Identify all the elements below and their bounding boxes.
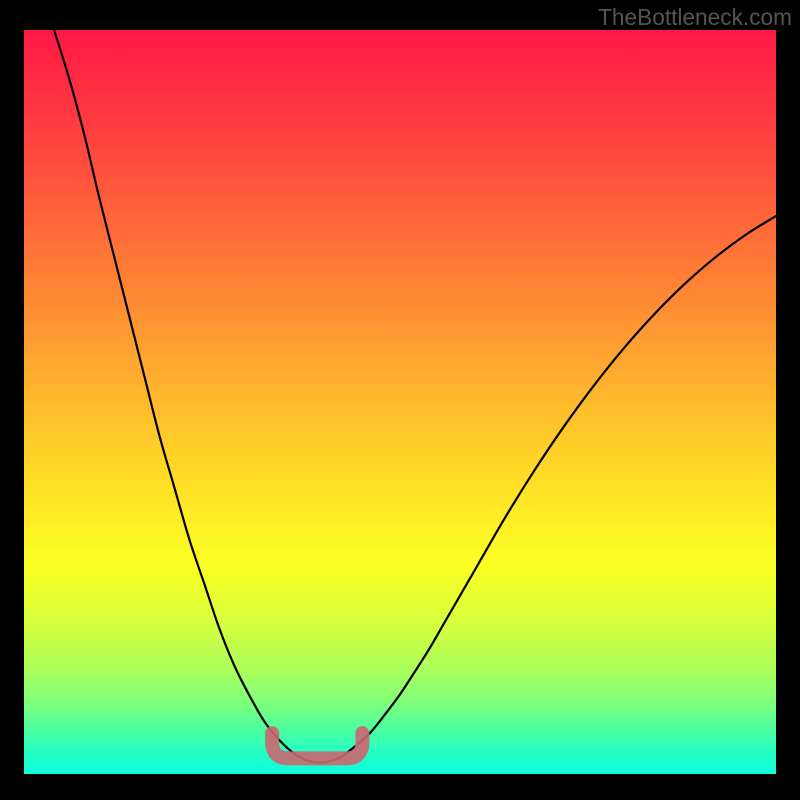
- bottleneck-curve: [54, 30, 776, 762]
- chart-container: TheBottleneck.com: [0, 0, 800, 800]
- plot-svg: [24, 30, 776, 774]
- plot-area: [24, 30, 776, 774]
- watermark-text: TheBottleneck.com: [598, 4, 792, 31]
